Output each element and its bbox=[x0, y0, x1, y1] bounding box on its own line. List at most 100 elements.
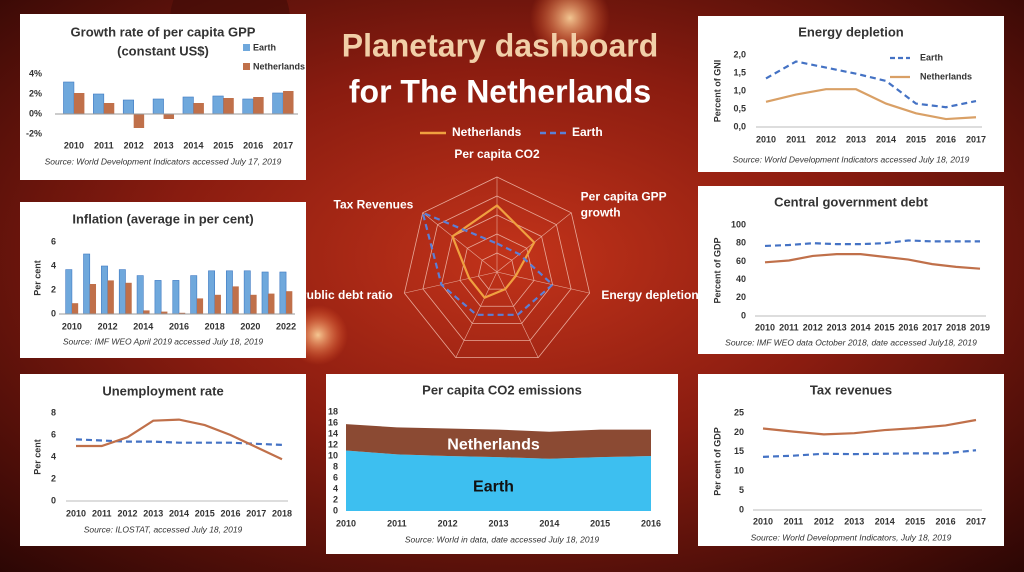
x-tick-label: 2013 bbox=[827, 322, 847, 332]
x-tick-label: 2014 bbox=[539, 518, 559, 528]
dashboard-title: Planetary dashboard bbox=[342, 27, 659, 63]
y-tick-label: 0,0 bbox=[733, 121, 746, 131]
panel bbox=[698, 186, 1004, 354]
x-tick-label: 2014 bbox=[876, 134, 896, 144]
y-tick-label: 0 bbox=[741, 310, 746, 320]
x-tick-label: 2015 bbox=[905, 516, 925, 526]
x-tick-label: 2017 bbox=[966, 134, 986, 144]
bar bbox=[163, 114, 175, 119]
radar-axis-label: growth bbox=[581, 205, 621, 219]
x-tick-label: 2011 bbox=[779, 322, 799, 332]
x-tick-label: 2013 bbox=[154, 140, 174, 150]
y-axis-label: Per cent bbox=[32, 260, 42, 296]
y-axis-label: Percent of GDP bbox=[712, 237, 722, 303]
panel-title: Central government debt bbox=[774, 194, 929, 209]
x-tick-label: 2010 bbox=[64, 140, 84, 150]
y-tick-label: 4% bbox=[29, 68, 42, 78]
x-tick-label: 2013 bbox=[844, 516, 864, 526]
radar-ring bbox=[440, 214, 554, 324]
x-tick-label: 2014 bbox=[851, 322, 871, 332]
bar bbox=[143, 310, 150, 314]
bar bbox=[154, 280, 162, 315]
y-tick-label: 2 bbox=[51, 284, 56, 294]
x-tick-label: 2016 bbox=[169, 321, 189, 331]
bar bbox=[243, 270, 251, 315]
bar bbox=[190, 275, 198, 315]
bar bbox=[63, 81, 75, 115]
x-tick-label: 2016 bbox=[220, 508, 240, 518]
y-tick-label: 60 bbox=[736, 256, 746, 266]
x-tick-label: 2011 bbox=[387, 518, 407, 528]
x-tick-label: 2015 bbox=[195, 508, 215, 518]
x-tick-label: 2010 bbox=[753, 516, 773, 526]
x-tick-label: 2013 bbox=[846, 134, 866, 144]
panel bbox=[698, 374, 1004, 546]
panel-title: Per capita CO2 emissions bbox=[422, 382, 582, 397]
area-label: Earth bbox=[473, 478, 514, 495]
y-tick-label: -2% bbox=[26, 128, 42, 138]
line bbox=[764, 253, 981, 270]
bar bbox=[118, 269, 126, 315]
y-tick-label: 0% bbox=[29, 108, 42, 118]
x-tick-label: 2010 bbox=[756, 134, 776, 144]
area-label: Netherlands bbox=[447, 437, 540, 454]
bar bbox=[232, 286, 239, 314]
y-tick-label: 40 bbox=[736, 274, 746, 284]
dashboard-title: for The Netherlands bbox=[349, 73, 651, 109]
y-tick-label: 16 bbox=[328, 417, 338, 427]
x-tick-label: 2016 bbox=[898, 322, 918, 332]
radar-axis-label: Inflation bbox=[543, 373, 590, 387]
x-tick-label: 2011 bbox=[92, 508, 112, 518]
y-tick-label: 4 bbox=[51, 451, 56, 461]
x-tick-label: 2012 bbox=[816, 134, 836, 144]
x-tick-label: 2010 bbox=[755, 322, 775, 332]
y-tick-label: 14 bbox=[328, 428, 338, 438]
line bbox=[765, 88, 977, 121]
bar bbox=[212, 95, 224, 115]
x-tick-label: 2022 bbox=[276, 321, 296, 331]
y-tick-label: 0 bbox=[739, 504, 744, 514]
bar bbox=[152, 98, 164, 115]
y-tick-label: 5 bbox=[739, 485, 744, 495]
radar-spoke bbox=[496, 271, 590, 294]
x-tick-label: 2015 bbox=[590, 518, 610, 528]
area bbox=[346, 424, 651, 459]
x-tick-label: 2016 bbox=[936, 516, 956, 526]
x-tick-label: 2012 bbox=[124, 140, 144, 150]
x-tick-label: 2015 bbox=[874, 322, 894, 332]
source-note: Source: World Development Indicators acc… bbox=[45, 156, 282, 166]
y-axis-label: Per cent of GDP bbox=[712, 427, 722, 496]
bar bbox=[196, 298, 204, 314]
x-tick-label: 2011 bbox=[786, 134, 806, 144]
x-tick-label: 2012 bbox=[117, 508, 137, 518]
glow bbox=[530, 0, 610, 58]
bar bbox=[283, 91, 294, 114]
source-note: Source: ILOSTAT, accessed July 18, 2019 bbox=[84, 524, 243, 534]
x-tick-label: 2017 bbox=[273, 140, 293, 150]
y-tick-label: 2 bbox=[333, 494, 338, 504]
panel-title: (constant US$) bbox=[117, 43, 209, 58]
x-tick-label: 2010 bbox=[336, 518, 356, 528]
x-tick-label: 2015 bbox=[213, 140, 233, 150]
x-tick-label: 2018 bbox=[205, 321, 225, 331]
y-tick-label: 2,0 bbox=[733, 49, 746, 59]
x-tick-label: 2015 bbox=[906, 134, 926, 144]
legend-label: Earth bbox=[253, 42, 276, 52]
x-tick-label: 2014 bbox=[183, 140, 203, 150]
bar bbox=[101, 265, 108, 315]
legend-label: Earth bbox=[572, 125, 603, 139]
bar bbox=[253, 97, 264, 114]
x-tick-label: 2016 bbox=[641, 518, 661, 528]
y-tick-label: 0 bbox=[51, 495, 56, 505]
x-tick-label: 2017 bbox=[246, 508, 266, 518]
x-tick-label: 2012 bbox=[814, 516, 834, 526]
bar bbox=[225, 270, 233, 315]
x-tick-label: 2013 bbox=[143, 508, 163, 518]
bar bbox=[107, 280, 114, 314]
bar bbox=[272, 92, 284, 115]
y-tick-label: 4 bbox=[51, 260, 56, 270]
bar bbox=[182, 96, 194, 115]
bar bbox=[172, 280, 180, 315]
x-tick-label: 2013 bbox=[488, 518, 508, 528]
y-tick-label: 15 bbox=[734, 446, 744, 456]
